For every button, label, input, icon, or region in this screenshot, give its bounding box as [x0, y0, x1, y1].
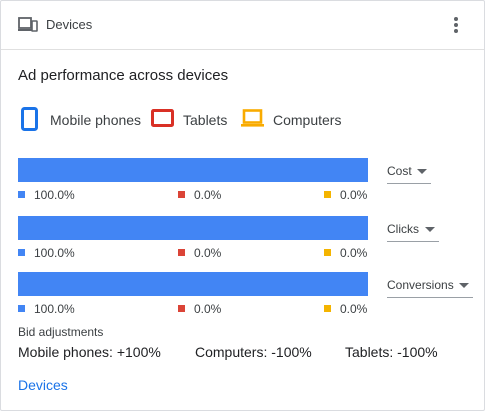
metric-dropdown-cost[interactable]: Cost	[387, 161, 431, 184]
stacked-bar-cost	[18, 158, 368, 182]
bid-adjustment-computers: Computers: -100%	[195, 344, 312, 360]
more-vert-icon[interactable]	[445, 13, 467, 37]
metric-dropdown-clicks[interactable]: Clicks	[387, 219, 439, 242]
tablet-icon	[151, 109, 174, 127]
bid-adjustment-tablets: Tablets: -100%	[345, 344, 438, 360]
metric-row-conversions: 100.0% 0.0% 0.0% Conversions	[18, 272, 478, 322]
bid-adjustment-mobile: Mobile phones: +100%	[18, 344, 161, 360]
legend-label-tablets: Tablets	[183, 112, 228, 128]
legend-label-mobile-phones: Mobile phones	[50, 112, 142, 128]
legend-item-computers: Computers	[241, 106, 351, 132]
metric-row-clicks: 100.0% 0.0% 0.0% Clicks	[18, 216, 478, 266]
card-header-title: Devices	[46, 17, 93, 32]
chevron-down-icon	[459, 283, 469, 288]
devices-icon	[18, 17, 38, 32]
bar-segment-clicks-mobile	[18, 216, 368, 240]
card-title: Ad performance across devices	[18, 67, 229, 84]
chevron-down-icon	[417, 169, 427, 174]
computer-icon	[241, 109, 264, 127]
bar-segment-conversions-mobile	[18, 272, 368, 296]
metric-row-cost: 100.0% 0.0% 0.0% Cost	[18, 158, 478, 208]
legend-item-mobile-phones: Mobile phones	[21, 106, 141, 132]
mobile-phone-icon	[21, 107, 38, 131]
bid-adjustments-title: Bid adjustments	[18, 325, 104, 339]
legend-item-tablets: Tablets	[151, 106, 231, 132]
legend-label-computers: Computers	[273, 112, 342, 128]
chevron-down-icon	[425, 227, 435, 232]
card-header: Devices	[1, 1, 484, 50]
stacked-bar-clicks	[18, 216, 368, 240]
bar-segment-cost-mobile	[18, 158, 368, 182]
metric-dropdown-conversions[interactable]: Conversions	[387, 275, 473, 298]
stacked-bar-conversions	[18, 272, 368, 296]
devices-link[interactable]: Devices	[18, 377, 68, 393]
